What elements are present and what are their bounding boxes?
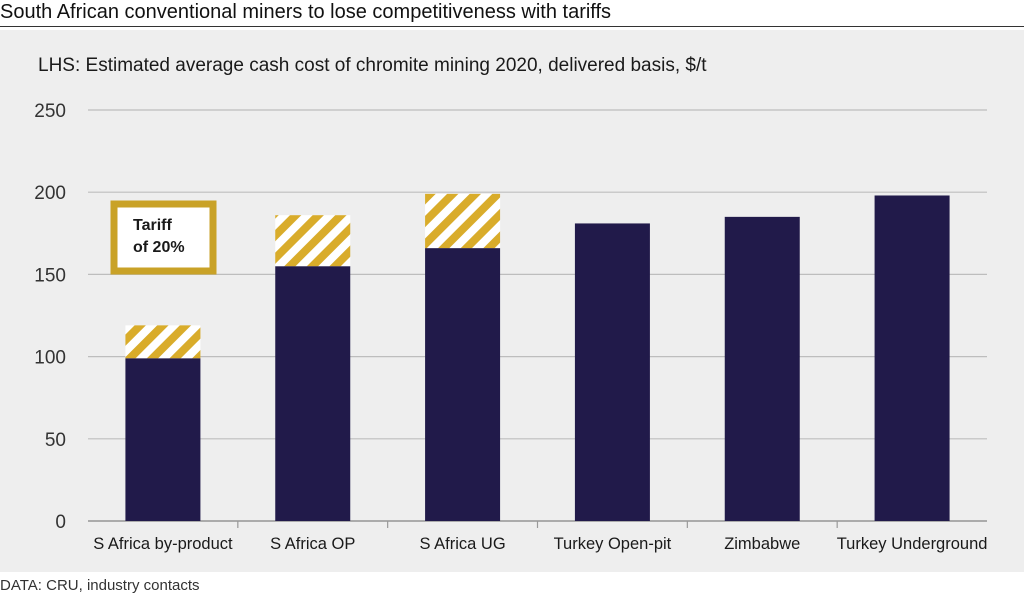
bar-tariff-segment xyxy=(425,193,501,249)
y-tick-label: 100 xyxy=(34,348,66,369)
bar-base-cost xyxy=(125,358,201,521)
bars xyxy=(125,193,950,522)
y-tick-label: 250 xyxy=(34,101,66,122)
chart-panel: LHS: Estimated average cash cost of chro… xyxy=(0,30,1024,572)
bar-tariff-segment xyxy=(275,215,351,267)
y-tick-label: 200 xyxy=(34,183,66,204)
x-tick-label: Turkey Underground xyxy=(837,535,988,553)
tariff-annotation-line2: of 20% xyxy=(133,239,185,256)
x-axis-tick-labels: S Africa by-product S Africa OP S Africa U… xyxy=(93,521,987,553)
bar-base-cost xyxy=(574,223,650,521)
tariff-annotation-box xyxy=(110,200,217,275)
y-tick-label: 0 xyxy=(55,512,66,533)
tariff-annotation-line1: Tariff xyxy=(133,217,172,234)
bar-tariff-segment xyxy=(125,325,201,359)
y-tick-label: 150 xyxy=(34,265,66,286)
bar-base-cost xyxy=(724,216,800,522)
x-tick-label: Turkey Open-pit xyxy=(554,535,672,553)
bar-base-cost xyxy=(425,248,501,521)
source-note: DATA: CRU, industry contacts xyxy=(0,577,200,594)
bar-base-cost xyxy=(874,195,950,521)
x-tick-label: S Africa by-product xyxy=(93,535,233,553)
y-tick-label: 50 xyxy=(45,430,66,451)
bar-base-cost xyxy=(275,266,351,521)
x-tick-label: S Africa OP xyxy=(270,535,355,553)
x-tick-label: S Africa UG xyxy=(419,535,505,553)
grid-lines xyxy=(88,109,987,522)
headline: South African conventional miners to los… xyxy=(0,0,1024,27)
y-axis-tick-labels: 0 50 100 150 200 250 xyxy=(34,101,66,533)
x-tick-label: Zimbabwe xyxy=(724,535,800,553)
tariff-annotation: Tariff of 20% xyxy=(110,200,217,275)
chart-title: LHS: Estimated average cash cost of chro… xyxy=(38,55,707,76)
